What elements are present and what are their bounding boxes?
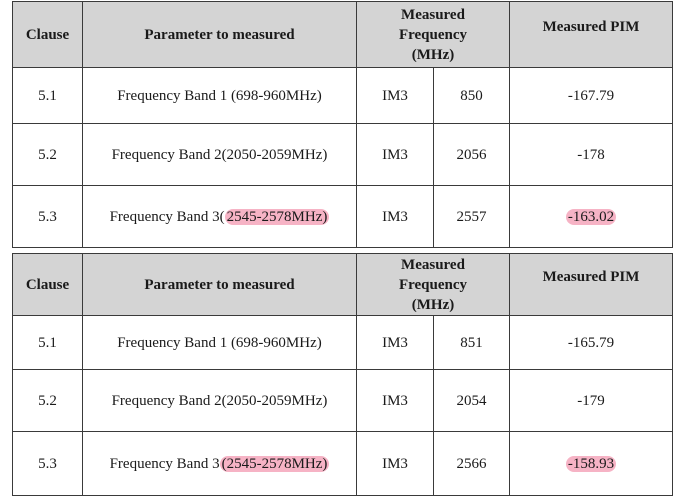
cell-pim: -178	[509, 123, 673, 186]
cell-parameter: Frequency Band 3(2545-2578MHz)	[82, 431, 357, 496]
table-row: 5.3 Frequency Band 3(2545-2578MHz) IM3 2…	[12, 185, 673, 248]
table-row: 5.1 Frequency Band 1 (698-960MHz) IM3 85…	[12, 67, 673, 124]
cell-product: IM3	[356, 431, 434, 496]
table-row: 5.2 Frequency Band 2(2050-2059MHz) IM3 2…	[12, 369, 673, 432]
cell-product: IM3	[356, 123, 434, 186]
header-parameter: Parameter to measured	[82, 253, 357, 316]
cell-clause: 5.1	[12, 67, 83, 124]
table-row: 5.2 Frequency Band 2(2050-2059MHz) IM3 2…	[12, 123, 673, 186]
cell-clause: 5.3	[12, 431, 83, 496]
cell-clause: 5.3	[12, 185, 83, 248]
cell-frequency: 2566	[433, 431, 510, 496]
cell-clause: 5.2	[12, 369, 83, 432]
header-clause: Clause	[12, 1, 83, 68]
header-frequency-line2: Frequency	[398, 276, 468, 293]
table-row: 5.1 Frequency Band 1 (698-960MHz) IM3 85…	[12, 315, 673, 370]
cell-pim: -165.79	[509, 315, 673, 370]
parameter-text: Frequency Band 2(2050-2059MHz)	[111, 146, 328, 163]
header-frequency-line3: (MHz)	[411, 46, 455, 63]
cell-frequency: 851	[433, 315, 510, 370]
cell-pim: -167.79	[509, 67, 673, 124]
cell-frequency: 2054	[433, 369, 510, 432]
header-frequency-line3: (MHz)	[411, 296, 455, 313]
cell-parameter: Frequency Band 1 (698-960MHz)	[82, 315, 357, 370]
parameter-text: Frequency Band 1 (698-960MHz)	[117, 334, 322, 351]
table-row: 5.3 Frequency Band 3(2545-2578MHz) IM3 2…	[12, 431, 673, 496]
cell-clause: 5.2	[12, 123, 83, 186]
cell-frequency: 2557	[433, 185, 510, 248]
cell-product: IM3	[356, 369, 434, 432]
cell-parameter: Frequency Band 1 (698-960MHz)	[82, 67, 357, 124]
cell-product: IM3	[356, 185, 434, 248]
cell-frequency: 2056	[433, 123, 510, 186]
cell-pim: -163.02	[509, 185, 673, 248]
header-clause: Clause	[12, 253, 83, 316]
cell-parameter: Frequency Band 2(2050-2059MHz)	[82, 123, 357, 186]
cell-product: IM3	[356, 67, 434, 124]
parameter-highlight: (2545-2578MHz)	[219, 455, 330, 472]
parameter-text: Frequency Band 1 (698-960MHz)	[117, 87, 322, 104]
pim-table-1: Clause Parameter to measured Measured Fr…	[12, 1, 673, 248]
header-frequency: Measured Frequency (MHz)	[356, 1, 510, 68]
table-header-row: Clause Parameter to measured Measured Fr…	[12, 253, 673, 316]
pim-highlight: -163.02	[565, 208, 617, 225]
pim-highlight: -158.93	[565, 455, 617, 472]
header-frequency: Measured Frequency (MHz)	[356, 253, 510, 316]
header-pim: Measured PIM	[509, 253, 673, 316]
cell-pim: -179	[509, 369, 673, 432]
parameter-text: Frequency Band 3	[109, 455, 220, 472]
parameter-text: Frequency Band 3(	[109, 208, 225, 225]
parameter-text: Frequency Band 2(2050-2059MHz)	[111, 392, 328, 409]
cell-parameter: Frequency Band 2(2050-2059MHz)	[82, 369, 357, 432]
cell-pim: -158.93	[509, 431, 673, 496]
header-frequency-line2: Frequency	[398, 26, 468, 43]
table-header-row: Clause Parameter to measured Measured Fr…	[12, 1, 673, 68]
cell-product: IM3	[356, 315, 434, 370]
cell-clause: 5.1	[12, 315, 83, 370]
header-pim: Measured PIM	[509, 1, 673, 68]
header-frequency-line1: Measured	[401, 256, 465, 273]
header-parameter: Parameter to measured	[82, 1, 357, 68]
cell-frequency: 850	[433, 67, 510, 124]
pim-table-2: Clause Parameter to measured Measured Fr…	[12, 253, 673, 496]
parameter-highlight: 2545-2578MHz)	[224, 208, 330, 225]
header-frequency-line1: Measured	[401, 6, 465, 23]
cell-parameter: Frequency Band 3(2545-2578MHz)	[82, 185, 357, 248]
